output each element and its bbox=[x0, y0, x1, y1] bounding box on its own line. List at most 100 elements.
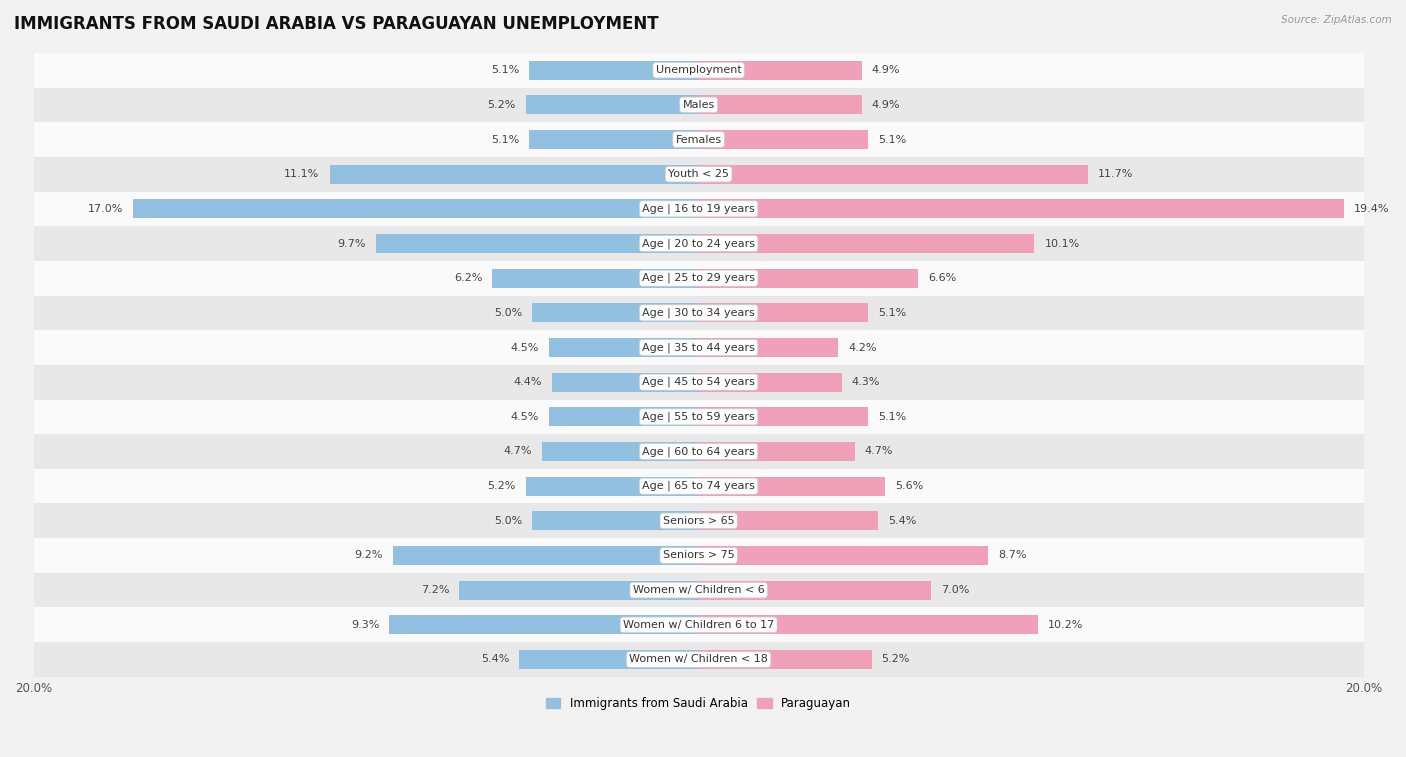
Text: Women w/ Children < 6: Women w/ Children < 6 bbox=[633, 585, 765, 595]
Bar bbox=[34, 503, 1364, 538]
Bar bbox=[34, 157, 1364, 192]
Legend: Immigrants from Saudi Arabia, Paraguayan: Immigrants from Saudi Arabia, Paraguayan bbox=[541, 692, 856, 715]
Text: Age | 35 to 44 years: Age | 35 to 44 years bbox=[643, 342, 755, 353]
Text: 9.3%: 9.3% bbox=[352, 620, 380, 630]
Bar bbox=[392, 546, 699, 565]
Text: 4.5%: 4.5% bbox=[510, 342, 538, 353]
Bar bbox=[34, 469, 1364, 503]
Text: Age | 60 to 64 years: Age | 60 to 64 years bbox=[643, 446, 755, 456]
Text: Age | 65 to 74 years: Age | 65 to 74 years bbox=[643, 481, 755, 491]
Text: Women w/ Children < 18: Women w/ Children < 18 bbox=[628, 655, 768, 665]
Bar bbox=[134, 199, 699, 218]
Bar bbox=[699, 477, 884, 496]
Bar bbox=[526, 477, 699, 496]
Text: Age | 20 to 24 years: Age | 20 to 24 years bbox=[643, 238, 755, 249]
Text: 6.2%: 6.2% bbox=[454, 273, 482, 283]
Bar bbox=[329, 164, 699, 184]
Text: 5.1%: 5.1% bbox=[879, 308, 907, 318]
Text: 5.4%: 5.4% bbox=[481, 655, 509, 665]
Bar bbox=[529, 130, 699, 149]
Text: 4.5%: 4.5% bbox=[510, 412, 538, 422]
Bar bbox=[34, 226, 1364, 261]
Text: IMMIGRANTS FROM SAUDI ARABIA VS PARAGUAYAN UNEMPLOYMENT: IMMIGRANTS FROM SAUDI ARABIA VS PARAGUAY… bbox=[14, 15, 658, 33]
Text: Seniors > 75: Seniors > 75 bbox=[662, 550, 734, 560]
Text: 8.7%: 8.7% bbox=[998, 550, 1026, 560]
Text: Youth < 25: Youth < 25 bbox=[668, 169, 730, 179]
Text: 9.7%: 9.7% bbox=[337, 238, 366, 248]
Text: 4.7%: 4.7% bbox=[865, 447, 893, 456]
Text: Age | 45 to 54 years: Age | 45 to 54 years bbox=[643, 377, 755, 388]
Text: Age | 25 to 29 years: Age | 25 to 29 years bbox=[643, 273, 755, 283]
Text: Age | 30 to 34 years: Age | 30 to 34 years bbox=[643, 307, 755, 318]
Bar bbox=[699, 511, 879, 531]
Text: 5.1%: 5.1% bbox=[879, 412, 907, 422]
Bar bbox=[34, 365, 1364, 400]
Text: 7.2%: 7.2% bbox=[420, 585, 450, 595]
Text: 5.2%: 5.2% bbox=[488, 100, 516, 110]
Bar bbox=[34, 88, 1364, 122]
Bar bbox=[699, 199, 1344, 218]
Text: 5.1%: 5.1% bbox=[491, 135, 519, 145]
Bar bbox=[34, 642, 1364, 677]
Text: Women w/ Children 6 to 17: Women w/ Children 6 to 17 bbox=[623, 620, 775, 630]
Bar bbox=[34, 435, 1364, 469]
Bar bbox=[492, 269, 699, 288]
Text: Source: ZipAtlas.com: Source: ZipAtlas.com bbox=[1281, 15, 1392, 25]
Text: 9.2%: 9.2% bbox=[354, 550, 382, 560]
Bar bbox=[526, 95, 699, 114]
Bar bbox=[529, 61, 699, 79]
Bar bbox=[533, 511, 699, 531]
Text: Unemployment: Unemployment bbox=[655, 65, 741, 75]
Bar bbox=[34, 573, 1364, 607]
Text: Seniors > 65: Seniors > 65 bbox=[662, 516, 734, 526]
Bar bbox=[699, 61, 862, 79]
Text: 19.4%: 19.4% bbox=[1354, 204, 1389, 213]
Bar bbox=[34, 295, 1364, 330]
Bar bbox=[699, 304, 869, 322]
Bar bbox=[548, 338, 699, 357]
Bar bbox=[548, 407, 699, 426]
Text: 5.0%: 5.0% bbox=[494, 516, 523, 526]
Bar bbox=[34, 261, 1364, 295]
Bar bbox=[460, 581, 699, 600]
Bar bbox=[699, 372, 842, 391]
Text: 4.9%: 4.9% bbox=[872, 100, 900, 110]
Text: Age | 16 to 19 years: Age | 16 to 19 years bbox=[643, 204, 755, 214]
Bar bbox=[699, 407, 869, 426]
Text: 6.6%: 6.6% bbox=[928, 273, 956, 283]
Bar bbox=[519, 650, 699, 669]
Text: 5.4%: 5.4% bbox=[889, 516, 917, 526]
Text: 5.1%: 5.1% bbox=[879, 135, 907, 145]
Bar bbox=[389, 615, 699, 634]
Bar bbox=[699, 442, 855, 461]
Bar bbox=[34, 538, 1364, 573]
Text: 5.2%: 5.2% bbox=[882, 655, 910, 665]
Text: 11.7%: 11.7% bbox=[1098, 169, 1133, 179]
Bar bbox=[34, 607, 1364, 642]
Bar bbox=[699, 615, 1038, 634]
Bar bbox=[699, 546, 988, 565]
Text: 5.2%: 5.2% bbox=[488, 481, 516, 491]
Text: Males: Males bbox=[682, 100, 714, 110]
Bar bbox=[699, 269, 918, 288]
Bar bbox=[375, 234, 699, 253]
Text: 17.0%: 17.0% bbox=[89, 204, 124, 213]
Text: 4.4%: 4.4% bbox=[513, 377, 543, 387]
Text: 4.3%: 4.3% bbox=[852, 377, 880, 387]
Bar bbox=[699, 234, 1035, 253]
Bar bbox=[699, 95, 862, 114]
Bar bbox=[34, 192, 1364, 226]
Text: 5.0%: 5.0% bbox=[494, 308, 523, 318]
Text: 10.2%: 10.2% bbox=[1047, 620, 1083, 630]
Bar bbox=[699, 338, 838, 357]
Bar bbox=[543, 442, 699, 461]
Bar bbox=[699, 164, 1088, 184]
Bar bbox=[34, 53, 1364, 88]
Text: 10.1%: 10.1% bbox=[1045, 238, 1080, 248]
Text: 4.7%: 4.7% bbox=[503, 447, 533, 456]
Text: 5.1%: 5.1% bbox=[491, 65, 519, 75]
Bar bbox=[699, 130, 869, 149]
Bar bbox=[699, 650, 872, 669]
Bar bbox=[553, 372, 699, 391]
Bar bbox=[533, 304, 699, 322]
